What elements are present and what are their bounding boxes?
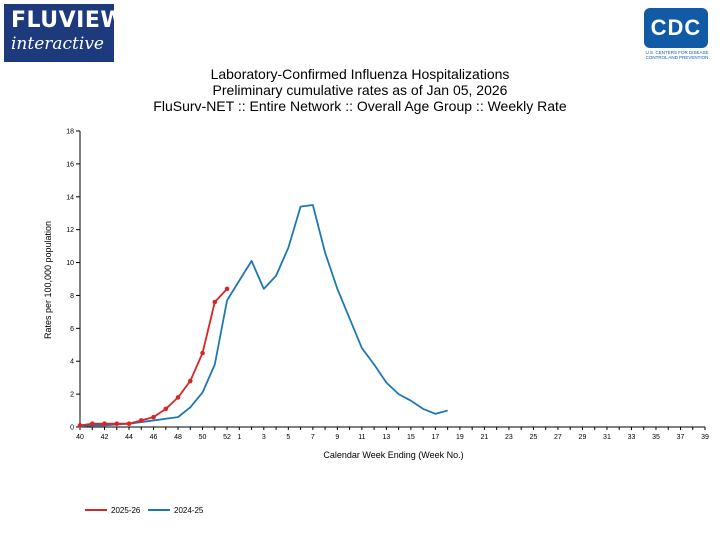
data-point-2025-26[interactable]	[151, 414, 156, 420]
x-tick-label: 46	[150, 434, 158, 441]
x-tick-label: 44	[125, 434, 133, 441]
x-tick-label: 13	[382, 434, 390, 441]
x-tick-label: 50	[199, 434, 207, 441]
data-point-2025-26[interactable]	[138, 418, 144, 423]
x-tick-label: 5	[286, 434, 290, 441]
chart-titles: Laboratory-Confirmed Influenza Hospitali…	[0, 66, 720, 114]
y-tick-label: 8	[70, 293, 74, 300]
cdc-tagline: U.S. CENTERS FOR DISEASE CONTROL AND PRE…	[640, 50, 714, 60]
data-point-2025-26[interactable]	[102, 421, 107, 427]
y-tick-label: 0	[70, 425, 74, 432]
x-tick-label: 17	[431, 434, 439, 441]
data-point-2025-26[interactable]	[224, 286, 230, 292]
y-tick-label: 12	[66, 227, 74, 234]
x-tick-label: 33	[628, 434, 636, 441]
x-tick-label: 11	[358, 434, 365, 441]
x-tick-label: 31	[603, 434, 611, 441]
data-point-2025-26[interactable]	[187, 378, 193, 384]
cdc-logo: CDC U.S. CENTERS FOR DISEASE CONTROL AND…	[640, 8, 714, 62]
x-tick-label: 37	[677, 434, 685, 441]
y-tick-label: 16	[66, 161, 74, 168]
x-tick-label: 35	[652, 434, 660, 441]
x-tick-label: 23	[505, 434, 513, 441]
x-tick-label: 21	[481, 434, 489, 441]
x-axis-title: Calendar Week Ending (Week No.)	[323, 450, 463, 460]
y-tick-label: 6	[70, 326, 74, 333]
y-tick-label: 14	[66, 194, 74, 201]
x-tick-label: 25	[530, 434, 538, 441]
x-tick-label: 39	[701, 434, 709, 441]
y-tick-label: 2	[70, 392, 74, 399]
x-tick-label: 48	[174, 434, 182, 441]
data-point-2025-26[interactable]	[89, 421, 95, 427]
logo-brand-text: FLUVIEW	[11, 8, 126, 33]
data-point-2025-26[interactable]	[114, 421, 120, 427]
data-point-2025-26[interactable]	[126, 421, 132, 427]
logo-sub-text: interactive	[11, 34, 104, 54]
data-point-2025-26[interactable]	[200, 350, 205, 356]
legend-label-2024-25: 2024-25	[174, 506, 204, 515]
x-tick-label: 7	[311, 434, 315, 441]
data-point-2025-26[interactable]	[77, 423, 83, 428]
x-tick-label: 29	[579, 434, 587, 441]
legend-label-2025-26: 2025-26	[111, 506, 141, 515]
cdc-tagline-line-2: CONTROL AND PREVENTION	[645, 55, 709, 60]
x-tick-label: 19	[456, 434, 464, 441]
fluview-interactive-logo: FLUVIEW interactive	[4, 4, 126, 62]
cdc-tagline-line-1: U.S. CENTERS FOR DISEASE	[645, 50, 709, 55]
data-point-2025-26[interactable]	[163, 406, 169, 412]
x-tick-label: 42	[101, 434, 109, 441]
cdc-mark: CDC	[644, 8, 708, 48]
chart-title: Laboratory-Confirmed Influenza Hospitali…	[210, 66, 510, 82]
data-point-2025-26[interactable]	[212, 299, 218, 305]
x-tick-label: 1	[237, 434, 241, 441]
x-tick-label: 40	[76, 434, 84, 441]
y-tick-label: 10	[66, 260, 74, 267]
chart-subtitle: Preliminary cumulative rates as of Jan 0…	[212, 82, 508, 98]
x-tick-label: 52	[223, 434, 231, 441]
series-line-2025-26	[79, 288, 228, 427]
x-tick-label: 15	[407, 434, 415, 441]
data-point-2025-26[interactable]	[175, 395, 181, 400]
chart-filter-description: FluSurv-NET :: Entire Network :: Overall…	[153, 98, 567, 114]
x-tick-label: 27	[554, 434, 562, 441]
x-tick-label: 3	[262, 434, 266, 441]
y-tick-label: 18	[66, 129, 74, 136]
x-tick-label: 9	[335, 434, 339, 441]
y-axis-title: Rates per 100,000 population	[43, 221, 53, 339]
series-line-2024-25	[79, 204, 448, 428]
y-tick-label: 4	[70, 359, 74, 366]
